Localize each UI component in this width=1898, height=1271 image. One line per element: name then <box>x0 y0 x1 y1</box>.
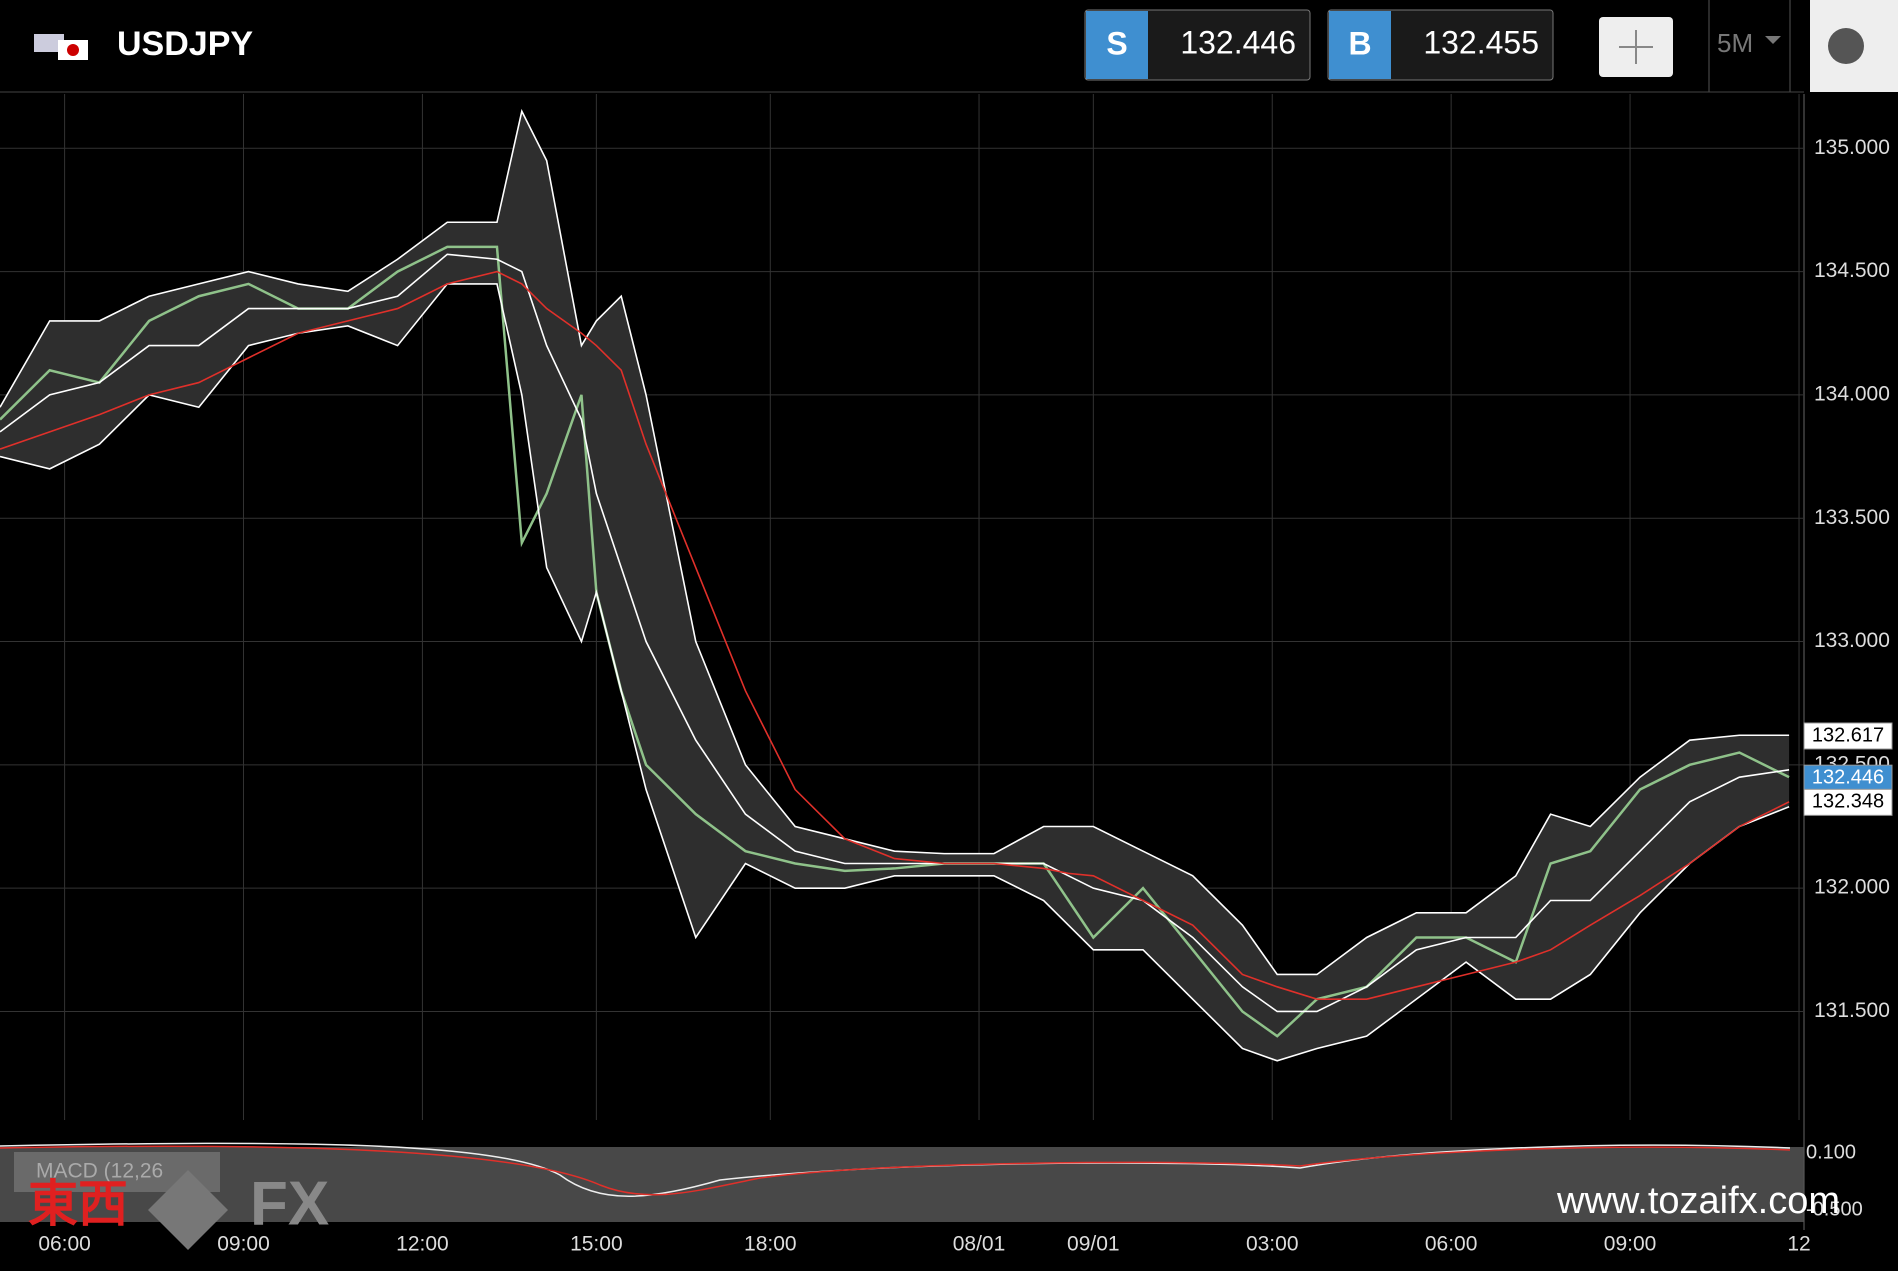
flag-us <box>34 34 64 52</box>
macd-background <box>0 1147 1804 1222</box>
signal-line <box>0 1145 1791 1196</box>
watermark-url: www.tozaifx.com <box>1556 1180 1840 1222</box>
price-tag <box>1803 722 1893 750</box>
crosshair-icon <box>1619 30 1653 64</box>
x-tick-label: 06:00 <box>1425 1233 1478 1256</box>
series-line <box>0 270 1790 1000</box>
macd-tick: 0.100 <box>1806 1141 1856 1163</box>
x-tick-label: 09:00 <box>1604 1233 1657 1256</box>
x-tick-label: 08/01 <box>953 1233 1006 1256</box>
macd-pane: MACD (12,26 0.100 -0.500 <box>0 1141 1863 1222</box>
dropdown-arrow <box>1765 36 1781 44</box>
series-line <box>0 108 1790 976</box>
watermark-fx: FX <box>250 1169 329 1238</box>
x-tick-label: 03:00 <box>1246 1233 1299 1256</box>
y-tick-label: 134.000 <box>1814 382 1890 405</box>
series-line <box>0 283 1790 1062</box>
watermark: 東西 FX www.tozaifx.com <box>28 1169 1840 1250</box>
flag-jp-dot <box>67 44 79 56</box>
watermark-logo <box>148 1170 228 1250</box>
y-tick-label: 133.000 <box>1814 629 1890 652</box>
buy-tag <box>1329 11 1391 79</box>
price-tag-label: 132.617 <box>1812 724 1884 746</box>
x-tick-label: 12 <box>1787 1233 1810 1256</box>
buy-price: 132.455 <box>1423 24 1539 60</box>
x-axis: 06:00 09:00 12:00 15:00 18:00 08/01 09/01 03:00… <box>38 1233 1810 1256</box>
y-tick-label: 134.500 <box>1814 259 1890 282</box>
price-tag-label: 132.348 <box>1812 791 1884 813</box>
sell-price: 132.446 <box>1180 24 1296 60</box>
series-line <box>0 253 1790 1013</box>
sell-label: S <box>1106 25 1127 61</box>
price-tag-label: 132.446 <box>1812 766 1884 788</box>
symbol: USDJPY <box>117 25 253 63</box>
y-tick-label: 135.000 <box>1814 136 1890 159</box>
x-tick-label: 15:00 <box>570 1233 623 1256</box>
x-tick-label: 18:00 <box>744 1233 797 1256</box>
band-fill <box>0 111 1790 1061</box>
x-tick-label: 12:00 <box>396 1233 449 1256</box>
x-tick-label: 09:00 <box>217 1233 270 1256</box>
y-tick-label: 132.000 <box>1814 876 1890 899</box>
sell-tag <box>1086 11 1148 79</box>
plot: 135.000134.500134.000133.500133.000132.5… <box>0 94 1893 1230</box>
timeframe[interactable]: 5M <box>1717 28 1753 58</box>
x-tick-label: 09/01 <box>1067 1233 1120 1256</box>
watermark-brand: 東西 <box>28 1176 128 1232</box>
gear-icon <box>1828 28 1864 64</box>
buy-label: B <box>1348 25 1371 61</box>
y-tick-label: 133.500 <box>1814 506 1890 529</box>
x-tick-label: 06:00 <box>38 1233 91 1256</box>
price-tag <box>1803 788 1893 816</box>
macd-tick: -0.500 <box>1806 1198 1863 1220</box>
y-tick-label: 131.500 <box>1814 999 1890 1022</box>
macd-label: MACD (12,26 <box>36 1160 163 1183</box>
header: USDJPY S 132.446 B 132.455 5M <box>0 0 1898 93</box>
